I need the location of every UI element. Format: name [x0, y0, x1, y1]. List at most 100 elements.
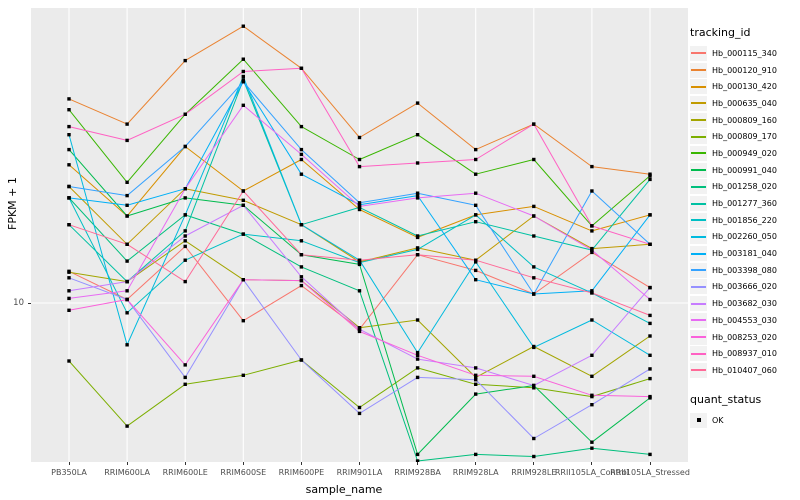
point-marker	[299, 265, 304, 269]
point-marker	[590, 440, 594, 444]
point-marker	[474, 378, 478, 382]
x-tick-mark	[300, 462, 302, 465]
point-marker	[357, 329, 362, 334]
x-tick-mark	[68, 462, 70, 465]
plot-panel	[31, 8, 688, 462]
x-tick-label: RRIM600LE	[162, 468, 208, 477]
point-marker	[357, 201, 362, 205]
point-marker	[125, 297, 129, 302]
point-marker	[474, 278, 478, 282]
legend-quant-list: OK	[690, 412, 798, 429]
point-marker	[125, 289, 129, 293]
point-marker	[67, 184, 71, 189]
point-marker	[125, 122, 129, 126]
point-marker	[532, 383, 536, 388]
x-tick-mark	[591, 462, 593, 465]
point-marker	[648, 174, 652, 178]
point-marker	[415, 350, 420, 355]
legend-key-line-icon	[690, 112, 707, 128]
point-marker	[299, 66, 304, 70]
point-marker	[67, 97, 71, 101]
x-tick-mark	[242, 462, 244, 465]
point-marker	[590, 289, 594, 293]
legend-series-list: Hb_000115_340 Hb_000120_910 Hb_000130_420 H…	[690, 45, 798, 379]
point-marker	[183, 258, 187, 262]
legend-item-Hb_000635_040: Hb_000635_040	[690, 95, 798, 112]
legend-item-Hb_008253_020: Hb_008253_020	[690, 329, 798, 346]
point-marker	[357, 204, 362, 209]
point-marker	[241, 278, 245, 282]
legend-item-Hb_008937_010: Hb_008937_010	[690, 345, 798, 362]
point-marker	[532, 265, 536, 269]
legend-item-label: Hb_003181_040	[712, 249, 777, 259]
legend-item-label: Hb_010407_060	[712, 365, 777, 375]
legend: tracking_id Hb_000115_340 Hb_000120_910 Hb…	[690, 26, 798, 428]
x-tick-mark	[126, 462, 128, 465]
point-marker	[474, 220, 478, 224]
point-marker	[532, 157, 536, 162]
legend-key-line-icon	[690, 362, 707, 378]
point-marker	[125, 214, 129, 218]
legend-item-Hb_003666_020: Hb_003666_020	[690, 279, 798, 296]
legend-item-Hb_003682_030: Hb_003682_030	[690, 295, 798, 312]
legend-item-label: Hb_000809_170	[712, 132, 777, 142]
legend-key-line-icon	[690, 212, 707, 228]
point-marker	[241, 103, 245, 107]
legend-item-label: Hb_000120_910	[712, 65, 777, 75]
point-marker	[241, 24, 245, 28]
x-tick-mark	[417, 462, 419, 465]
x-tick-label: RRIM928BA	[394, 468, 441, 477]
legend-key-line-icon	[690, 312, 707, 328]
point-marker	[67, 296, 71, 301]
point-marker	[415, 366, 420, 370]
point-marker	[241, 74, 245, 79]
point-marker	[125, 193, 129, 198]
legend-item-label: Hb_000949_020	[712, 148, 777, 158]
point-marker	[590, 353, 594, 357]
legend-key-line-icon	[690, 296, 707, 312]
point-marker	[532, 276, 536, 280]
point-marker	[357, 164, 362, 169]
legend-item-label: Hb_008937_010	[712, 349, 777, 359]
point-marker	[532, 292, 536, 296]
legend-item-label: Hb_000635_040	[712, 98, 777, 108]
point-marker	[532, 454, 536, 459]
point-marker	[474, 172, 478, 176]
legend-key-line-icon	[690, 246, 707, 262]
point-marker	[532, 234, 536, 238]
point-marker	[299, 147, 304, 152]
legend-item-Hb_000120_910: Hb_000120_910	[690, 62, 798, 79]
point-marker	[648, 242, 652, 246]
legend-key-line-icon	[690, 62, 707, 78]
point-marker	[474, 375, 478, 380]
legend-item-label: Hb_000991_040	[712, 165, 777, 175]
point-marker	[415, 357, 420, 361]
legend-item-label: OK	[712, 415, 724, 425]
point-marker	[299, 157, 304, 162]
point-marker	[67, 147, 71, 152]
point-marker	[357, 327, 362, 331]
point-marker	[415, 234, 420, 238]
legend-item-label: Hb_002260_050	[712, 232, 777, 242]
point-marker	[67, 223, 71, 227]
point-marker	[241, 232, 245, 236]
point-marker	[415, 353, 420, 357]
point-marker	[299, 124, 304, 129]
point-marker	[357, 258, 362, 262]
legend-item-Hb_003398_080: Hb_003398_080	[690, 262, 798, 279]
point-marker	[590, 393, 594, 397]
point-marker	[532, 374, 536, 378]
point-marker	[357, 405, 362, 410]
x-tick-label: PB350LA	[51, 468, 87, 477]
point-marker	[590, 446, 594, 450]
y-axis-title: FPKM + 1	[6, 177, 19, 230]
point-marker	[415, 318, 420, 322]
point-marker	[299, 239, 304, 243]
legend-key-line-icon	[690, 346, 707, 362]
point-marker	[474, 373, 478, 377]
point-marker	[67, 270, 71, 274]
point-marker	[299, 172, 304, 176]
point-marker	[357, 135, 362, 140]
point-marker	[590, 224, 594, 228]
legend-item-Hb_001277_360: Hb_001277_360	[690, 195, 798, 212]
